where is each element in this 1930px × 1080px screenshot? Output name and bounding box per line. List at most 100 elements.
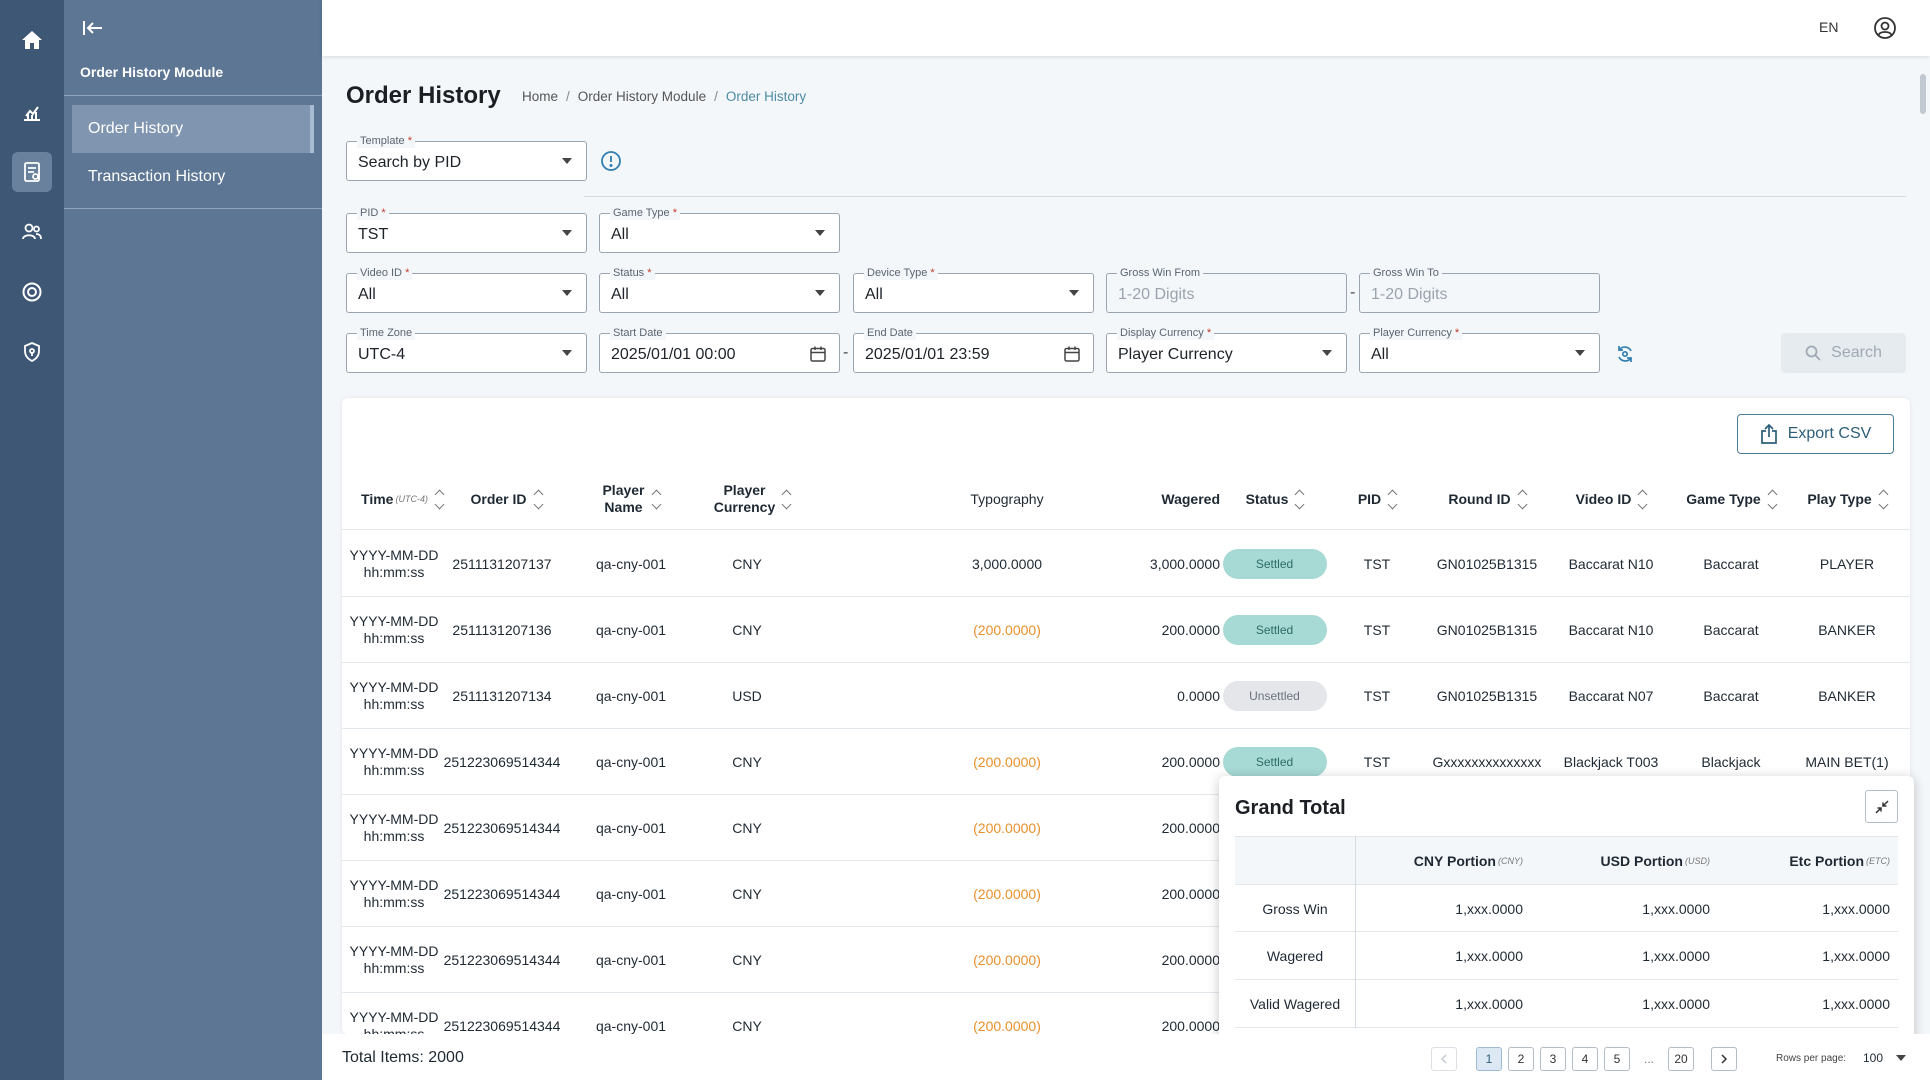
report-icon[interactable] [12, 152, 52, 192]
cell-round-id: GN01025B1315 [1436, 687, 1538, 704]
column-header-status[interactable]: Status [1217, 468, 1332, 530]
collapse-panel-button[interactable] [1865, 790, 1898, 823]
column-header-wagered: Wagered [1132, 468, 1220, 530]
cell-typography: (200.0000) [973, 1017, 1041, 1034]
calendar-icon[interactable] [809, 345, 827, 363]
support-icon[interactable] [12, 272, 52, 312]
template-select[interactable]: Template * Search by PID [346, 134, 587, 181]
table-row[interactable]: YYYY-MM-DD hh:mm:ss 2511131207136 qa-cny-00… [342, 597, 1910, 663]
sidebar-item-transaction-history[interactable]: Transaction History [88, 168, 226, 185]
video-id-select[interactable]: Video ID * All [346, 266, 587, 313]
table-row[interactable]: YYYY-MM-DD hh:mm:ss 2511131207137 qa-cny-00… [342, 531, 1910, 597]
breadcrumb-module[interactable]: Order History Module [577, 89, 707, 104]
cell-status: Settled [1217, 597, 1332, 663]
time-zone-select[interactable]: Time Zone UTC-4 [346, 326, 587, 373]
language-selector[interactable]: EN [1819, 19, 1839, 35]
shield-icon[interactable] [12, 332, 52, 372]
start-date-input[interactable]: Start Date 2025/01/01 00:00 [599, 326, 840, 373]
cell-wagered: 200.0000 [1161, 885, 1220, 902]
column-header-pid[interactable]: PID [1332, 468, 1422, 530]
cell-time: YYYY-MM-DD hh:mm:ss [349, 679, 439, 712]
device-type-select[interactable]: Device Type * All [853, 266, 1094, 313]
sort-icon [1294, 489, 1305, 509]
cell-wagered: 200.0000 [1161, 819, 1220, 836]
collapse-sidebar-icon[interactable] [80, 16, 106, 40]
column-header-usd: USD Portion (USD) [1523, 837, 1710, 885]
player-currency-select[interactable]: Player Currency * All [1359, 326, 1600, 373]
status-badge: Settled [1222, 615, 1327, 645]
page-button[interactable]: 5 [1604, 1047, 1630, 1071]
cell-typography: (200.0000) [973, 885, 1041, 902]
column-header-time[interactable]: Time (UTC-4) [350, 468, 454, 530]
page-button[interactable]: 4 [1572, 1047, 1598, 1071]
chart-icon[interactable] [12, 92, 52, 132]
end-date-input[interactable]: End Date 2025/01/01 23:59 [853, 326, 1094, 373]
cell-play-type: MAIN BET(1) [1805, 753, 1889, 770]
column-header-round-id[interactable]: Round ID [1422, 468, 1552, 530]
value-cell: 1,xxx.0000 [1822, 901, 1890, 917]
cell-video-id: Blackjack T003 [1563, 753, 1659, 770]
display-currency-select[interactable]: Display Currency * Player Currency [1106, 326, 1347, 373]
cell-game-type: Baccarat [1703, 687, 1759, 704]
next-page-button[interactable] [1711, 1047, 1737, 1071]
divider [64, 208, 322, 209]
caret-down-icon [815, 230, 825, 236]
cell-player: qa-cny-001 [595, 885, 667, 902]
breadcrumb-home[interactable]: Home [522, 89, 559, 104]
order-id-header-label: Order ID [470, 490, 527, 507]
cell-player: qa-cny-001 [595, 555, 667, 572]
column-header-player-currency[interactable]: Player Currency [692, 468, 812, 530]
cell-game-type: Baccarat [1703, 621, 1759, 638]
game-type-select[interactable]: Game Type * All [599, 206, 840, 253]
video-id-value: All [358, 286, 376, 303]
cell-typography [882, 663, 1132, 729]
export-csv-button[interactable]: Export CSV [1737, 414, 1894, 454]
table-row[interactable]: YYYY-MM-DD hh:mm:ss 2511131207134 qa-cny-00… [342, 663, 1910, 729]
time-header-label: Time [361, 490, 394, 507]
caret-down-icon [815, 290, 825, 296]
column-header-play-type[interactable]: Play Type [1787, 468, 1907, 530]
divider [64, 95, 322, 96]
page-scrollbar[interactable] [1920, 74, 1926, 114]
pid-select[interactable]: PID * TST [346, 206, 587, 253]
sort-icon [781, 489, 792, 509]
cell-video-id: Baccarat N10 [1568, 555, 1654, 572]
info-icon[interactable] [600, 150, 622, 172]
page-button[interactable]: 2 [1508, 1047, 1534, 1071]
page-button[interactable]: 1 [1476, 1047, 1502, 1071]
calendar-icon[interactable] [1063, 345, 1081, 363]
caret-down-icon [562, 350, 572, 356]
breadcrumb: Home / Order History Module / Order Hist… [522, 89, 806, 104]
chevron-left-icon [1440, 1054, 1447, 1064]
rows-per-page-select[interactable]: 100 [1863, 1051, 1884, 1065]
status-badge: Settled [1222, 747, 1327, 777]
column-header-game-type[interactable]: Game Type [1670, 468, 1792, 530]
search-button[interactable]: Search [1781, 333, 1906, 373]
column-header-player-name[interactable]: Player Name [576, 468, 686, 530]
column-header-video-id[interactable]: Video ID [1552, 468, 1670, 530]
sidebar-item-order-history[interactable]: Order History [72, 105, 314, 153]
prev-page-button[interactable] [1431, 1047, 1457, 1071]
refresh-icon[interactable] [1614, 343, 1636, 365]
cell-game-type: Blackjack [1701, 753, 1761, 770]
sort-icon [533, 489, 543, 509]
status-select[interactable]: Status * All [599, 266, 840, 313]
caret-down-icon[interactable] [1896, 1055, 1906, 1061]
end-date-value: 2025/01/01 23:59 [865, 346, 990, 363]
home-icon[interactable] [12, 20, 52, 60]
video-id-header-label: Video ID [1575, 490, 1632, 507]
typography-header-label: Typography [970, 490, 1044, 507]
page-button[interactable]: 20 [1668, 1047, 1694, 1071]
column-header-order-id[interactable]: Order ID [446, 468, 566, 530]
cell-time: YYYY-MM-DD hh:mm:ss [349, 811, 439, 844]
table-row[interactable]: YYYY-MM-DD hh:mm:ss 251223069514344 qa-cny-… [342, 729, 1910, 795]
gross-win-to-input[interactable]: Gross Win To 1-20 Digits [1359, 266, 1600, 313]
cell-order-id: 251223069514344 [443, 753, 561, 770]
users-icon[interactable] [12, 212, 52, 252]
gross-win-from-input[interactable]: Gross Win From 1-20 Digits [1106, 266, 1347, 313]
user-account-icon[interactable] [1873, 16, 1897, 40]
page-button[interactable]: 3 [1540, 1047, 1566, 1071]
table-row[interactable]: YYYY-MM-DD hh:mm:ss 251223069514344 qa-cny-… [342, 795, 1910, 861]
cell-time: YYYY-MM-DD hh:mm:ss [349, 745, 439, 778]
device-type-value: All [865, 286, 883, 303]
